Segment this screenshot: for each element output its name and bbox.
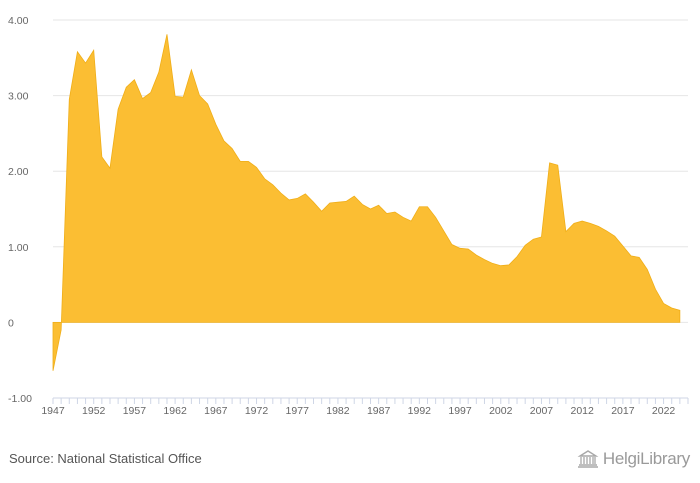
y-tick-label: 0 <box>8 317 14 329</box>
brand-name: HelgiLibrary <box>602 449 690 468</box>
x-tick-label: 1987 <box>367 405 391 417</box>
y-tick-label: 4.00 <box>8 15 29 27</box>
x-tick-label: 1957 <box>123 405 147 417</box>
x-tick-label: 1947 <box>41 405 65 417</box>
x-tick-label: 1952 <box>82 405 106 417</box>
x-tick-label: 2022 <box>652 405 676 417</box>
y-tick-label: 2.00 <box>8 166 29 178</box>
y-tick-label: 3.00 <box>8 91 29 103</box>
x-tick-label: 1997 <box>448 405 472 417</box>
x-tick-label: 1972 <box>245 405 269 417</box>
x-tick-label: 2002 <box>489 405 513 417</box>
x-tick-label: 2007 <box>530 405 554 417</box>
x-tick-label: 2017 <box>611 405 635 417</box>
helgi-library-logo: HelgiLibrary <box>577 449 690 469</box>
area-chart: -1.00 0 1.00 2.00 3.00 4.00 1947 1952 1957 1962 19… <box>8 15 689 417</box>
area-series <box>52 34 681 371</box>
source-note: Source: National Statistical Office <box>9 451 202 466</box>
x-tick-label: 2012 <box>570 405 594 417</box>
library-building-icon <box>577 450 599 468</box>
x-tick-label: 1967 <box>204 405 228 417</box>
x-tick-label: 1962 <box>163 405 187 417</box>
y-tick-label: 1.00 <box>8 242 29 254</box>
y-tick-label: -1.00 <box>8 393 32 405</box>
x-tick-label: 1992 <box>408 405 432 417</box>
x-tick-label: 1977 <box>286 405 310 417</box>
x-tick-label: 1982 <box>326 405 350 417</box>
